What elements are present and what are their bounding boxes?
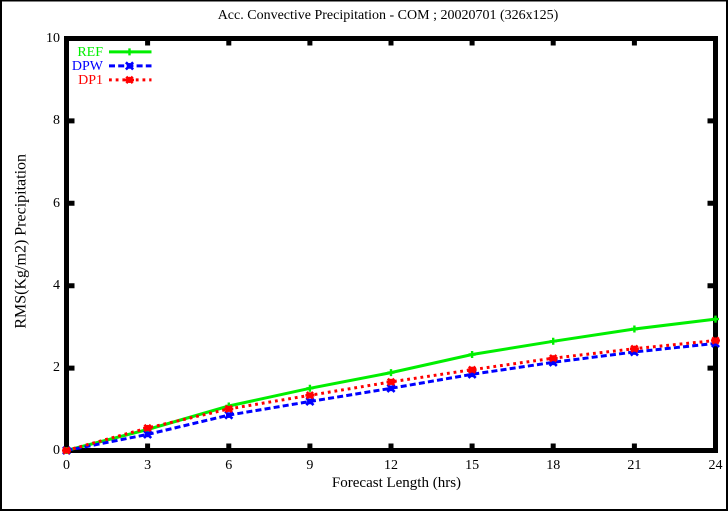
svg-text:RMS(Kg/m2) Precipitation: RMS(Kg/m2) Precipitation (13, 154, 30, 329)
